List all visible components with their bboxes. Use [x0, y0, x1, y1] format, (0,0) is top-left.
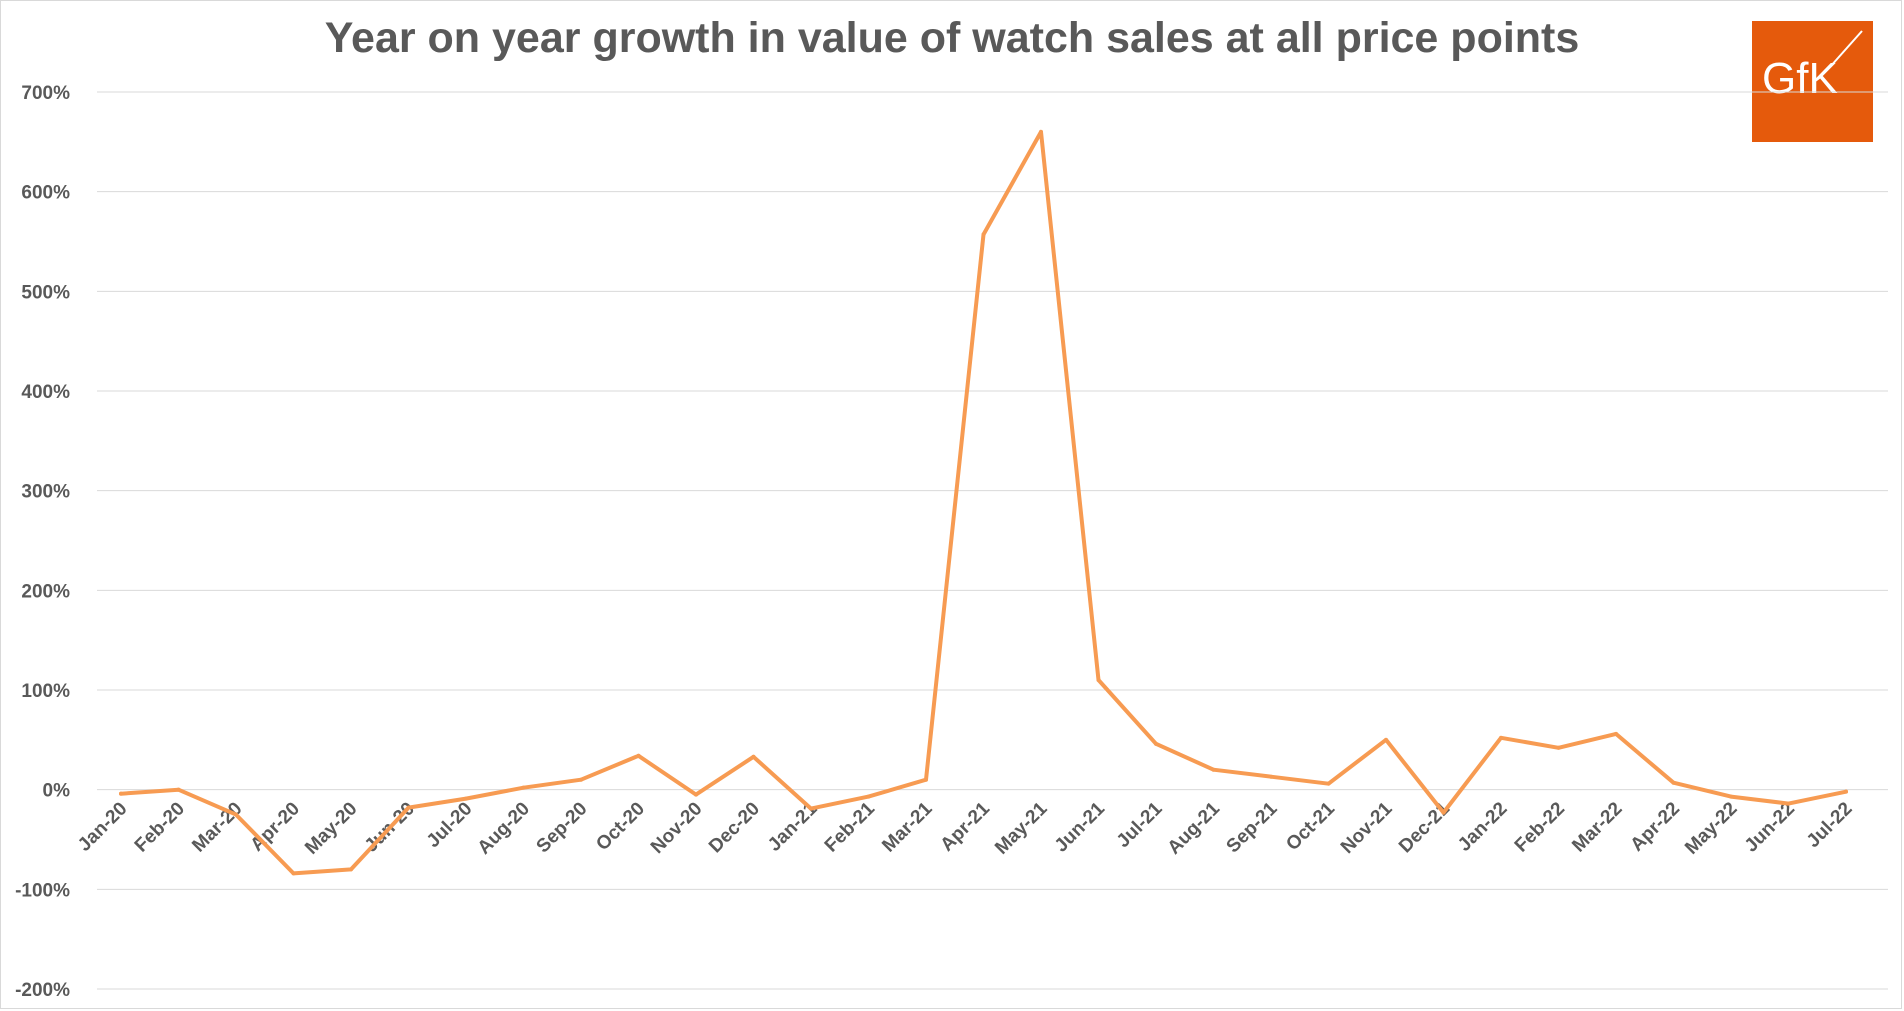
x-tick-label: Sep-21 [1223, 798, 1282, 857]
data-point [981, 232, 986, 237]
gfk-logo: GfK [1752, 21, 1873, 142]
data-point [1211, 767, 1216, 772]
x-tick-label: Jul-22 [1803, 798, 1857, 852]
data-point [464, 796, 468, 801]
x-tick-label: Aug-21 [1164, 798, 1225, 859]
x-tick-label: May-20 [301, 798, 361, 858]
x-tick-label: Apr-20 [247, 798, 304, 855]
y-tick-label: 500% [21, 282, 70, 303]
x-tick-label: Apr-22 [1627, 798, 1684, 855]
data-point [1671, 780, 1676, 785]
x-tick-label: Nov-21 [1337, 798, 1397, 858]
data-point [1039, 129, 1043, 134]
logo-slash [1829, 30, 1863, 68]
series-layer [119, 129, 1848, 876]
data-point [1154, 741, 1158, 746]
x-tick-label: Feb-21 [821, 798, 879, 856]
logo-text: GfK [1762, 54, 1838, 103]
data-point [1096, 678, 1101, 683]
x-tick-label: Jul-21 [1113, 798, 1167, 852]
x-tick-label: Aug-20 [474, 798, 534, 858]
data-point [636, 753, 641, 758]
data-point [1326, 781, 1331, 786]
data-point [1729, 794, 1733, 799]
data-point [406, 805, 411, 810]
x-tick-label: May-22 [1681, 798, 1741, 858]
y-tick-label: 300% [21, 482, 70, 503]
series-line [119, 129, 1848, 876]
data-point [291, 871, 296, 876]
x-tick-label: Feb-22 [1511, 798, 1569, 856]
data-point [751, 754, 756, 759]
x-tick-label: Apr-21 [937, 798, 995, 856]
y-axis: -200% -100% 0% 100% 200% 300% 400% 500% 600% 700% [15, 83, 70, 1001]
x-tick-label: Sep-20 [533, 798, 592, 857]
data-point [1269, 774, 1273, 779]
data-point [234, 812, 238, 817]
data-point [1499, 735, 1503, 740]
x-tick-label: Jun-22 [1741, 798, 1799, 856]
y-tick-label: 200% [21, 581, 70, 602]
x-tick-label: Jan-22 [1454, 798, 1511, 855]
y-tick-label: 600% [21, 183, 70, 204]
x-tick-label: Mar-21 [878, 798, 936, 856]
data-point [924, 777, 928, 782]
data-point [1786, 801, 1791, 806]
data-point [1441, 810, 1446, 815]
chart-title: Year on year growth in value of watch sa… [324, 14, 1580, 62]
data-point [1844, 789, 1848, 794]
y-tick-label: -100% [15, 880, 70, 901]
data-point [176, 787, 181, 792]
x-tick-label: Jun-21 [1051, 798, 1109, 856]
x-tick-label: Dec-20 [705, 798, 764, 857]
data-point [866, 794, 871, 799]
data-point [1556, 745, 1561, 750]
y-tick-label: 100% [21, 681, 70, 702]
data-point [809, 806, 813, 811]
x-tick-label: May-21 [991, 798, 1052, 859]
x-tick-label: Oct-20 [592, 798, 649, 855]
gridlines [97, 91, 1888, 990]
x-tick-label: Mar-22 [1568, 798, 1626, 856]
data-point [579, 777, 583, 782]
y-tick-label: 700% [21, 83, 70, 104]
y-tick-label: 0% [43, 781, 71, 802]
data-point [119, 791, 123, 796]
data-point [1384, 737, 1388, 742]
x-tick-label: Oct-21 [1282, 798, 1339, 855]
data-point [1614, 731, 1618, 736]
x-tick-label: Jul-20 [423, 798, 477, 852]
data-point [349, 867, 353, 872]
x-tick-label: Jan-20 [74, 798, 131, 855]
x-tick-label: Nov-20 [647, 798, 707, 858]
data-point [694, 792, 698, 797]
y-tick-label: 400% [21, 382, 70, 403]
data-point [521, 785, 526, 790]
y-tick-label: -200% [15, 980, 70, 1001]
x-tick-label: Feb-20 [131, 798, 189, 856]
